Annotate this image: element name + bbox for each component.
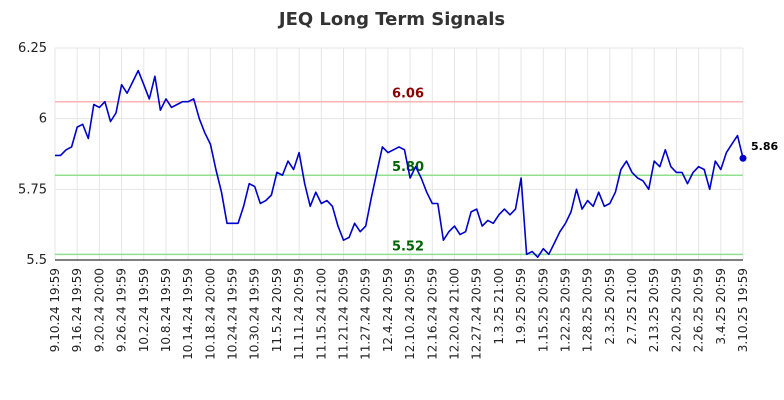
- x-tick-label: 3.10.25 19:59: [736, 268, 750, 352]
- x-tick-label: 2.3.25 20:59: [603, 268, 617, 345]
- x-tick-label: 1.28.25 20:59: [581, 268, 595, 352]
- y-tick-label: 5.5: [26, 253, 47, 268]
- x-tick-label: 10.8.24 19:59: [159, 268, 173, 352]
- x-tick-label: 11.5.24 20:59: [270, 268, 284, 352]
- x-tick-label: 11.15.24 21:00: [314, 268, 328, 360]
- x-tick-label: 1.22.25 20:59: [558, 268, 572, 352]
- x-tick-label: 2.20.25 20:59: [669, 268, 683, 352]
- signal-levels: 6.065.805.52: [55, 87, 743, 256]
- last-point-marker: [739, 154, 747, 162]
- level-label: 5.52: [392, 239, 424, 254]
- chart-title: JEQ Long Term Signals: [277, 9, 505, 30]
- price-series: 5.86: [55, 69, 778, 259]
- x-tick-label: 12.27.24 20:59: [470, 268, 484, 360]
- x-tick-label: 3.4.25 20:59: [714, 268, 728, 345]
- grid: [54, 47, 744, 261]
- x-tick-label: 10.30.24 19:59: [248, 268, 262, 360]
- x-tick-label: 11.21.24 20:59: [337, 268, 351, 360]
- x-tick-label: 10.24.24 19:59: [226, 268, 240, 360]
- x-tick-label: 9.16.24 19:59: [70, 268, 84, 352]
- axes: 6.25 6 5.75 5.59.10.24 19:59 9.16.24 19:59 9.…: [18, 41, 750, 360]
- y-tick-label: 6.25: [18, 41, 47, 56]
- y-tick-label: 5.75: [18, 182, 47, 197]
- y-tick-label: 6: [39, 112, 47, 127]
- x-tick-label: 2.7.25 21:00: [625, 268, 639, 345]
- x-tick-label: 11.27.24 20:59: [359, 268, 373, 360]
- x-tick-label: 11.11.24 20:59: [292, 268, 306, 360]
- x-tick-label: 10.18.24 20:00: [203, 268, 217, 360]
- x-tick-label: 9.20.24 20:00: [92, 268, 106, 352]
- x-tick-label: 2.13.25 20:59: [647, 268, 661, 352]
- x-tick-label: 9.10.24 19:59: [48, 268, 62, 352]
- x-tick-label: 12.20.24 21:00: [447, 268, 461, 360]
- level-label: 6.06: [392, 87, 424, 102]
- x-tick-label: 1.9.25 20:59: [514, 268, 528, 345]
- x-tick-label: 9.26.24 19:59: [115, 268, 129, 352]
- x-tick-label: 12.10.24 20:59: [403, 268, 417, 360]
- x-tick-label: 2.26.25 20:59: [692, 268, 706, 352]
- x-tick-label: 1.3.25 21:00: [492, 268, 506, 345]
- x-tick-label: 12.4.24 20:59: [381, 268, 395, 352]
- last-value-label: 5.86: [751, 140, 778, 153]
- x-tick-label: 12.16.24 20:59: [425, 268, 439, 360]
- x-tick-label: 1.15.25 20:59: [536, 268, 550, 352]
- x-tick-label: 10.2.24 19:59: [137, 268, 151, 352]
- x-tick-label: 10.14.24 19:59: [181, 268, 195, 360]
- series-line: [55, 69, 744, 259]
